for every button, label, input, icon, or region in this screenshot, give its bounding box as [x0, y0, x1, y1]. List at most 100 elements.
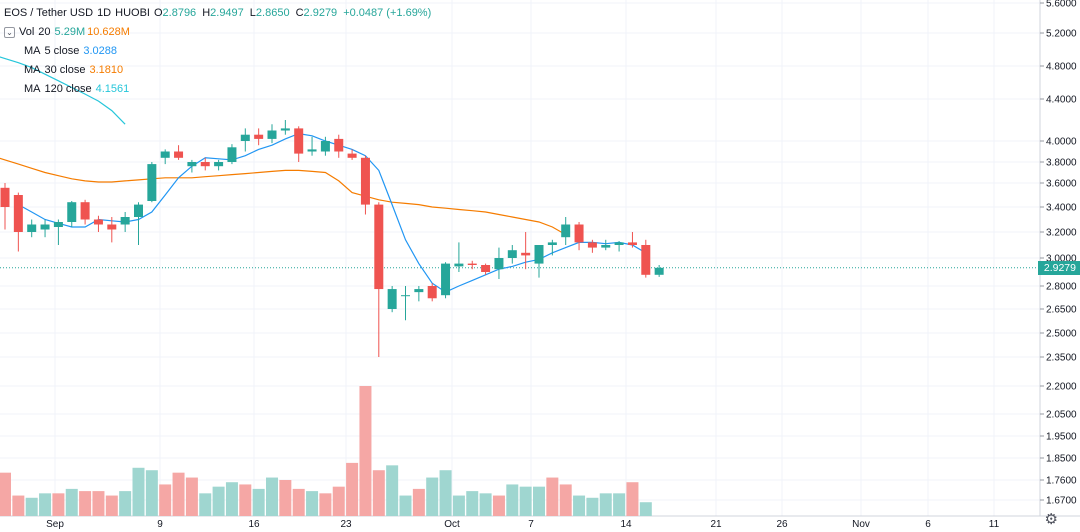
candle-body: [67, 202, 77, 222]
price-tick-label: 3.6000: [1046, 179, 1077, 190]
price-tick-label: 4.0000: [1046, 137, 1077, 148]
ma5-value: 3.0288: [83, 45, 118, 57]
time-tick-label: 14: [620, 519, 632, 530]
ma120-line: [0, 56, 126, 125]
volume-bar: [492, 495, 505, 516]
price-tick-label: 5.6000: [1046, 0, 1077, 10]
vol-ma-value: 10.628M: [87, 26, 130, 38]
candle-body: [414, 289, 424, 293]
volume-indicator-row[interactable]: ⌄ Vol 20 5.29M 10.628M: [4, 23, 437, 42]
volume-bar: [573, 495, 586, 516]
candle-body: [507, 250, 517, 258]
candle-body: [13, 195, 23, 232]
candle-body: [200, 162, 210, 167]
chevron-down-icon[interactable]: ⌄: [4, 27, 15, 38]
volume-bar: [599, 493, 612, 516]
chart-legend: EOS / Tether USD 1D HUOBI O 2.8796 H 2.949…: [4, 4, 437, 99]
ohlc-open-value: 2.8796: [162, 7, 197, 19]
ohlc-open-label: O: [153, 7, 163, 19]
ma5-indicator-row[interactable]: MA 5 close 3.0288: [4, 42, 437, 61]
candle-body: [227, 147, 237, 162]
price-tick-label: 4.4000: [1046, 95, 1077, 106]
candle-body: [481, 265, 491, 272]
volume-bar: [279, 480, 292, 516]
candle-body: [427, 286, 437, 299]
volume-bar: [266, 477, 278, 516]
volume-bar: [613, 493, 626, 516]
candle-body: [120, 217, 130, 225]
candle-body: [0, 187, 10, 207]
candle-body: [547, 242, 557, 245]
candle-body: [561, 224, 571, 238]
candle-body: [654, 267, 664, 275]
candle-body: [214, 162, 224, 167]
volume-bar: [439, 470, 452, 516]
volume-bar: [533, 486, 545, 516]
volume-bar: [185, 477, 198, 516]
ma120-indicator-row[interactable]: MA 120 close 4.1561: [4, 80, 437, 99]
candle-body: [294, 128, 304, 154]
price-tick-label: 2.0500: [1046, 410, 1077, 421]
ma30-indicator-row[interactable]: MA 30 close 3.1810: [4, 61, 437, 80]
volume-bar: [132, 467, 145, 516]
price-tick-label: 2.8000: [1046, 282, 1077, 293]
interval[interactable]: 1D: [97, 7, 112, 19]
price-tick-label: 3.4000: [1046, 203, 1077, 214]
candle-body: [587, 242, 597, 248]
volume-bar: [466, 491, 479, 516]
ma120-value: 4.1561: [95, 83, 130, 95]
candle-body: [401, 295, 410, 297]
candle-body: [240, 134, 250, 141]
chart-grid: [0, 0, 1080, 517]
volume-bar: [252, 488, 265, 516]
price-tick-label: 4.8000: [1046, 62, 1077, 73]
candle-body: [441, 263, 451, 296]
ma120-name: MA: [24, 83, 41, 95]
price-axis: 5.6000 5.2000 4.8000 4.4000 4.0000 3.8000 3.60…: [1040, 0, 1077, 507]
candle-body: [574, 224, 584, 243]
volume-bar: [452, 495, 465, 516]
candle-body: [454, 263, 464, 267]
volume-bars: [0, 386, 652, 516]
candle-body: [387, 289, 397, 309]
last-price-label: 2.9279: [1037, 261, 1080, 275]
volume-bar: [372, 470, 385, 516]
ma120-param: 120 close: [44, 83, 92, 95]
price-tick-label: 2.3500: [1046, 353, 1077, 364]
vol-param: 20: [38, 26, 51, 38]
candle-body: [307, 149, 317, 152]
ma30-value: 3.1810: [89, 64, 124, 76]
volume-bar: [119, 491, 132, 516]
time-tick-label: 9: [157, 519, 163, 530]
price-tick-label: 1.9500: [1046, 432, 1077, 443]
candle-body: [134, 204, 143, 217]
price-tick-label: 2.5000: [1046, 329, 1077, 340]
ohlc-close-value: 2.9279: [303, 7, 338, 19]
candle-body: [267, 130, 277, 139]
ma30-name: MA: [24, 64, 41, 76]
volume-bar: [386, 465, 399, 516]
candle-body: [374, 204, 384, 290]
price-tick-label: 1.7600: [1046, 476, 1077, 487]
candle-body: [53, 222, 63, 227]
candle-body: [467, 263, 477, 265]
candle-body: [80, 202, 90, 220]
ohlc-low-value: 2.8650: [255, 7, 290, 19]
time-tick-label: 26: [776, 519, 788, 530]
candle-body: [521, 252, 531, 256]
symbol-name[interactable]: EOS / Tether USD: [4, 7, 94, 19]
ohlc-high-label: H: [202, 7, 211, 19]
volume-bar: [359, 386, 372, 516]
price-tick-label: 1.8500: [1046, 454, 1077, 465]
ma5-param: 5 close: [44, 45, 80, 57]
candle-body: [334, 138, 344, 152]
volume-bar: [225, 482, 238, 516]
volume-bar: [412, 488, 425, 516]
price-tick-label: 1.6700: [1046, 496, 1077, 507]
gear-icon[interactable]: ⚙: [1044, 511, 1058, 528]
price-tick-label: 2.6500: [1046, 305, 1077, 316]
volume-bar: [12, 495, 25, 516]
volume-bar: [0, 472, 11, 516]
candle-body: [641, 245, 651, 275]
